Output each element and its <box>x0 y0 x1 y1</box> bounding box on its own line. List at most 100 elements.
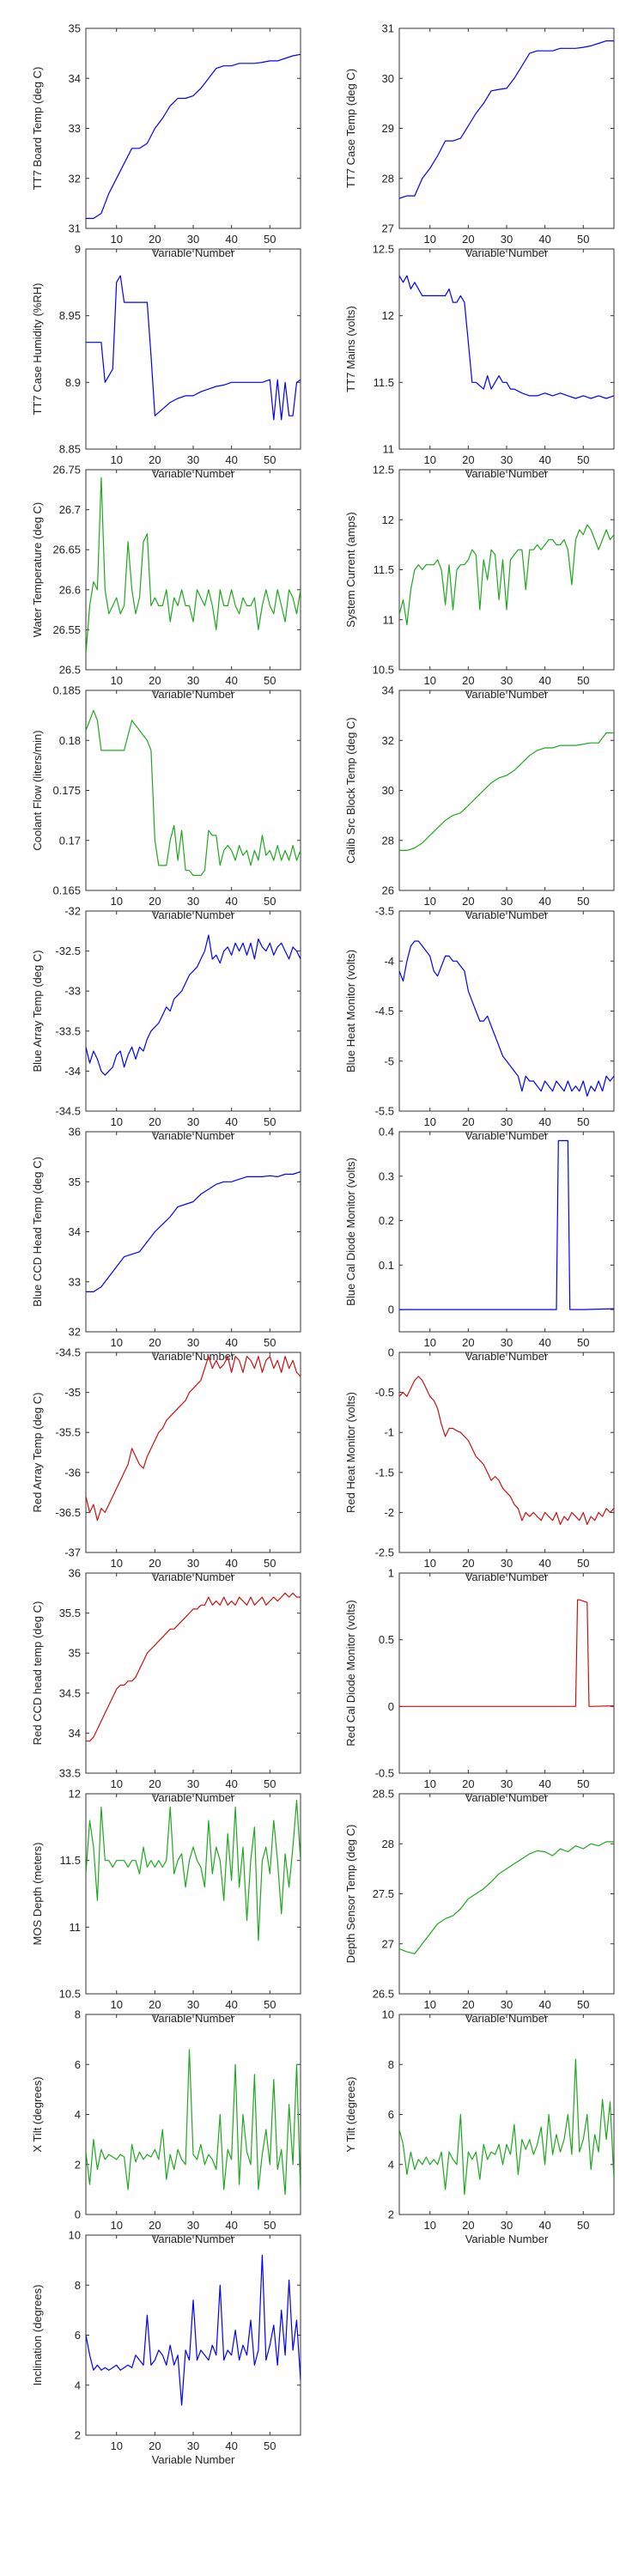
y-tick-label: 8 <box>75 2279 81 2292</box>
x-tick-label: 50 <box>264 1777 276 1790</box>
chart-panel-4: 10 20 30 40 50 11 11.5 12 12.5 Variable Number TT7… <box>344 243 615 480</box>
y-axis-label: Coolant Flow (liters/min) <box>31 730 44 850</box>
y-axis-label: TT7 Mains (volts) <box>344 306 357 392</box>
y-axis-label: Red Array Temp (deg C) <box>31 1393 44 1513</box>
x-axis-label: Variable Number <box>152 2012 235 2025</box>
series-line <box>399 1841 614 1954</box>
y-tick-label: 28 <box>382 172 394 185</box>
y-tick-label: 26.65 <box>52 544 81 556</box>
x-tick-label: 40 <box>538 233 550 246</box>
x-tick-label: 50 <box>577 233 589 246</box>
y-tick-label: 33 <box>69 122 81 135</box>
y-tick-label: -3.5 <box>375 905 394 918</box>
y-tick-label: -36 <box>64 1466 81 1479</box>
y-tick-label: 32 <box>69 1326 81 1339</box>
x-tick-label: 30 <box>501 674 513 687</box>
y-tick-label: 8 <box>388 2058 394 2071</box>
y-axis-label: MOS Depth (meters) <box>31 1843 44 1946</box>
y-tick-label: -32 <box>64 905 81 918</box>
x-tick-label: 20 <box>149 1115 161 1128</box>
x-tick-label: 10 <box>110 2219 122 2232</box>
series-line <box>86 53 301 219</box>
y-tick-label: 26.55 <box>52 623 81 636</box>
chart-panel-10: 10 20 30 40 50 -5.5 -5 -4.5 -4 -3.5 Variable Numbe… <box>344 905 615 1142</box>
x-tick-label: 20 <box>149 453 161 466</box>
plot-frame <box>398 690 615 891</box>
y-tick-label: -4.5 <box>375 1005 394 1018</box>
y-axis-label: TT7 Case Humidity (%RH) <box>31 283 44 416</box>
x-axis-label: Variable Number <box>465 1571 549 1583</box>
x-axis-label: Variable Number <box>465 246 549 259</box>
x-tick-label: 30 <box>187 453 199 466</box>
x-tick-label: 30 <box>501 1115 513 1128</box>
series-line <box>399 732 614 852</box>
y-tick-label: 11 <box>383 443 395 456</box>
x-tick-label: 10 <box>110 674 122 687</box>
y-axis-label: Calib Src Block Temp (deg C) <box>344 717 357 863</box>
y-tick-label: 8.95 <box>59 309 81 322</box>
series-line <box>399 2058 614 2196</box>
series-line <box>399 1376 614 1526</box>
chart-panel-6: 10 20 30 40 50 10.5 11 11.5 12 12.5 Variable Numbe… <box>344 464 615 701</box>
chart-panel-21: 10 20 30 40 50 2 4 6 8 10 Variable Number Inclinati… <box>31 2229 301 2466</box>
series-line <box>86 1171 301 1293</box>
chart-panel-3: 10 20 30 40 50 8.85 8.9 8.95 9 Variable Number TT7… <box>31 243 301 480</box>
y-tick-label: -0.5 <box>375 1767 394 1780</box>
x-tick-label: 40 <box>538 895 550 908</box>
x-tick-label: 40 <box>538 1115 550 1128</box>
y-axis-label: TT7 Board Temp (deg C) <box>31 67 44 191</box>
y-tick-label: 31 <box>69 222 81 235</box>
x-tick-label: 10 <box>423 1115 435 1128</box>
y-tick-label: 0 <box>388 1700 394 1713</box>
x-axis-label: Variable Number <box>152 1571 235 1583</box>
y-tick-label: 2 <box>75 2158 81 2171</box>
chart-panel-5: 10 20 30 40 50 26.5 26.55 26.6 26.65 26.7 26.75 Var… <box>31 464 301 701</box>
plot-frame <box>398 1572 615 1774</box>
x-tick-label: 10 <box>110 1777 122 1790</box>
x-tick-label: 30 <box>187 2219 199 2232</box>
y-tick-label: 8.9 <box>65 376 81 389</box>
y-axis-label: Red Cal Diode Monitor (volts) <box>344 1600 357 1747</box>
series-line <box>86 2254 301 2406</box>
x-tick-label: 20 <box>149 895 161 908</box>
x-tick-label: 10 <box>423 1998 435 2011</box>
y-tick-label: 4 <box>388 2158 394 2171</box>
y-tick-label: 12 <box>382 513 394 526</box>
y-tick-label: 31 <box>382 22 394 35</box>
y-tick-label: 2 <box>388 2208 394 2221</box>
x-tick-label: 50 <box>264 1115 276 1128</box>
x-tick-label: 50 <box>264 674 276 687</box>
y-tick-label: 1 <box>388 1567 394 1580</box>
y-tick-label: 10 <box>382 2008 394 2021</box>
y-tick-label: 35.5 <box>59 1607 81 1619</box>
y-tick-label: -36.5 <box>55 1506 81 1519</box>
x-axis-label: Variable Number <box>465 467 549 480</box>
y-tick-label: 34 <box>382 684 394 697</box>
x-tick-label: 30 <box>187 1115 199 1128</box>
x-tick-label: 20 <box>149 1557 161 1570</box>
x-axis-label: Variable Number <box>152 467 235 480</box>
x-axis-label: Variable Number <box>152 2453 235 2466</box>
plot-frame <box>85 2234 301 2436</box>
y-tick-label: 36 <box>69 1126 81 1139</box>
x-tick-label: 50 <box>264 895 276 908</box>
plot-frame <box>398 248 615 450</box>
chart-panel-20: 10 20 30 40 50 2 4 6 8 10 Variable Number Y Tilt (d… <box>344 2008 615 2245</box>
y-tick-label: 33 <box>69 1275 81 1288</box>
y-tick-label: -2 <box>384 1506 394 1519</box>
x-tick-label: 40 <box>225 233 237 246</box>
x-tick-label: 40 <box>538 1557 550 1570</box>
y-tick-label: 0.185 <box>52 684 81 697</box>
x-tick-label: 40 <box>225 1777 237 1790</box>
y-axis-label: Y Tilt (degrees) <box>344 2077 357 2153</box>
x-tick-label: 30 <box>187 895 199 908</box>
y-tick-label: 0.2 <box>379 1214 394 1227</box>
chart-panel-2: 10 20 30 40 50 27 28 29 30 31 Variable Number TT7 C… <box>344 22 615 259</box>
x-tick-label: 40 <box>538 674 550 687</box>
x-axis-label: Variable Number <box>465 688 549 701</box>
y-tick-label: 0.17 <box>59 834 81 847</box>
y-tick-label: -37 <box>64 1546 81 1559</box>
y-tick-label: 10.5 <box>59 1988 81 2001</box>
x-tick-label: 20 <box>462 674 474 687</box>
x-tick-label: 10 <box>110 1115 122 1128</box>
